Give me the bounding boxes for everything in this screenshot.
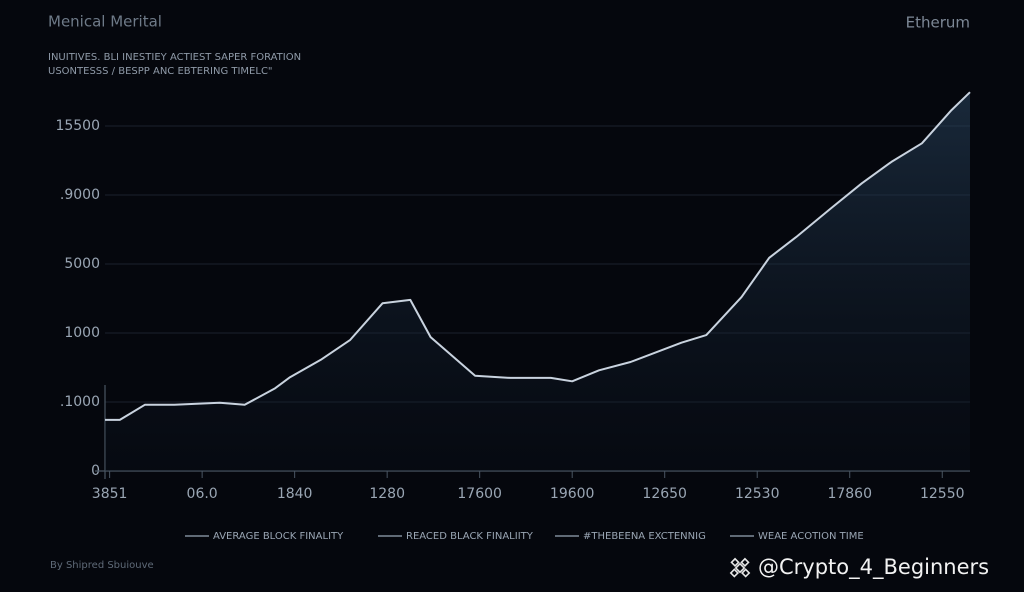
source: By Shipred Sbuiouve (50, 560, 154, 571)
watermark-icon (729, 557, 751, 578)
x-tick-label: 06.0 (187, 486, 218, 502)
line (105, 91, 971, 421)
legend-item: AVERAGE BLOCK FINALITY (185, 531, 344, 542)
x-tick-label: 19600 (550, 486, 595, 502)
subtitle: USONTESSS / BESPP ANC EBTERING TIMELC" (48, 66, 273, 77)
legend-item: #THEBEENA EXCTENNIG (555, 531, 706, 542)
x-tick-label: 1280 (369, 486, 405, 502)
x-tick-label: 17600 (457, 486, 502, 502)
subtitle: INUITIVES. BLI INESTIEY ACTIEST SAPER FO… (48, 52, 301, 63)
y-tick-label: .1000 (60, 394, 100, 410)
x-tick-label: 12530 (735, 486, 780, 502)
legend-item: WEAE ACOTION TIME (730, 531, 864, 542)
legend-item: REACED BLACK FINALIITY (378, 531, 534, 542)
watermark: @Crypto_4_Beginners (729, 555, 989, 580)
y-tick-label: 1000 (64, 325, 100, 341)
area (105, 92, 970, 471)
x-tick-label: 3851 (92, 486, 128, 502)
x-tick-label: 1840 (277, 486, 313, 502)
legend-label: AVERAGE BLOCK FINALITY (213, 531, 344, 542)
legend-label: WEAE ACOTION TIME (758, 531, 864, 542)
x-tick-label: 12650 (642, 486, 687, 502)
y-tick-label: 5000 (64, 256, 100, 272)
chart-title: Menical Merital (48, 13, 162, 31)
corner-label: Etherum (906, 14, 970, 32)
watermark-text: @Crypto_4_Beginners (758, 555, 989, 580)
y-tick-label: .9000 (60, 187, 100, 203)
legend-label: REACED BLACK FINALIITY (406, 531, 534, 542)
y-tick-label: 15500 (55, 118, 100, 134)
x-tick-label: 12550 (920, 486, 965, 502)
x-tick-label: 17860 (827, 486, 872, 502)
legend-label: #THEBEENA EXCTENNIG (583, 531, 706, 542)
